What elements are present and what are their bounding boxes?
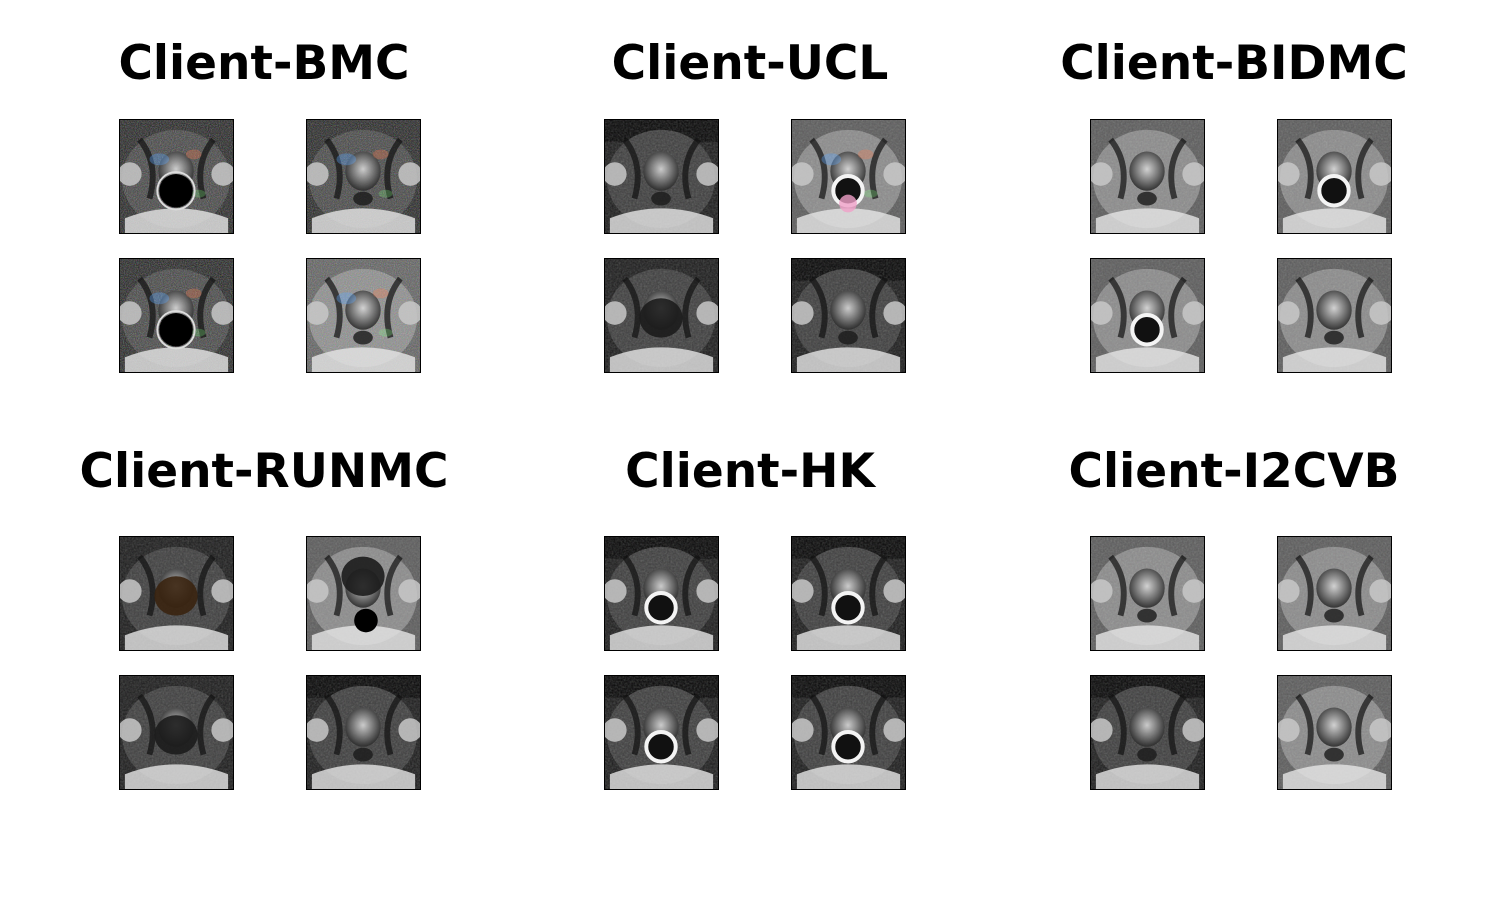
mri-slice-icon [1090, 119, 1205, 234]
mri-slice-icon [119, 258, 234, 373]
mri-slice-icon [119, 119, 234, 234]
mri-slice-icon [1277, 675, 1392, 790]
panel-title: Client-BMC [118, 36, 410, 91]
mri-slice-icon [791, 258, 906, 373]
mri-slice-icon [604, 536, 719, 651]
mri-slice-icon [306, 119, 421, 234]
mri-slice-icon [306, 536, 421, 651]
mri-slice-icon [791, 675, 906, 790]
panel-title: Client-I2CVB [1068, 444, 1400, 499]
mri-slice-icon [604, 675, 719, 790]
panel-title: Client-UCL [611, 36, 889, 91]
mri-slice-icon [1277, 258, 1392, 373]
mri-slice-icon [119, 536, 234, 651]
mri-slice-icon [306, 675, 421, 790]
panel-title: Client-RUNMC [79, 444, 449, 499]
mri-slice-icon [1090, 258, 1205, 373]
mri-slice-icon [604, 119, 719, 234]
mri-slice-icon [791, 536, 906, 651]
mri-slice-icon [604, 258, 719, 373]
mri-slice-icon [306, 258, 421, 373]
mri-slice-icon [1090, 675, 1205, 790]
mri-slice-icon [119, 675, 234, 790]
mri-slice-icon [1277, 119, 1392, 234]
mri-slice-icon [1090, 536, 1205, 651]
panel-title: Client-HK [625, 444, 875, 499]
panel-title: Client-BIDMC [1060, 36, 1408, 91]
mri-slice-icon [791, 119, 906, 234]
mri-slice-icon [1277, 536, 1392, 651]
